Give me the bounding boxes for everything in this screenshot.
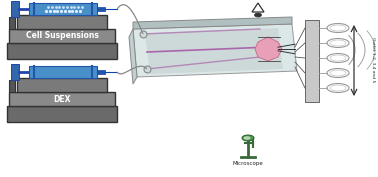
FancyBboxPatch shape (11, 1, 19, 17)
FancyBboxPatch shape (9, 92, 115, 106)
FancyBboxPatch shape (7, 43, 117, 59)
Polygon shape (129, 29, 137, 84)
Text: Cell Suspensions: Cell Suspensions (26, 32, 98, 41)
Polygon shape (133, 17, 292, 29)
Polygon shape (255, 37, 282, 61)
Text: Microscope: Microscope (232, 161, 263, 165)
Polygon shape (145, 28, 283, 74)
Text: DEX: DEX (53, 95, 71, 104)
FancyBboxPatch shape (9, 17, 15, 29)
FancyBboxPatch shape (11, 64, 19, 80)
Ellipse shape (243, 136, 251, 140)
FancyBboxPatch shape (17, 78, 107, 92)
FancyBboxPatch shape (29, 66, 97, 78)
Polygon shape (133, 24, 297, 77)
Ellipse shape (242, 135, 254, 141)
FancyBboxPatch shape (9, 29, 115, 43)
Text: Outlet 1,2, 3,4 and 5: Outlet 1,2, 3,4 and 5 (371, 37, 375, 83)
FancyBboxPatch shape (305, 20, 319, 102)
FancyBboxPatch shape (17, 15, 107, 29)
FancyBboxPatch shape (9, 80, 15, 92)
Ellipse shape (254, 13, 262, 17)
FancyBboxPatch shape (97, 70, 105, 74)
FancyBboxPatch shape (7, 106, 117, 122)
FancyBboxPatch shape (97, 7, 105, 11)
FancyBboxPatch shape (29, 3, 97, 15)
